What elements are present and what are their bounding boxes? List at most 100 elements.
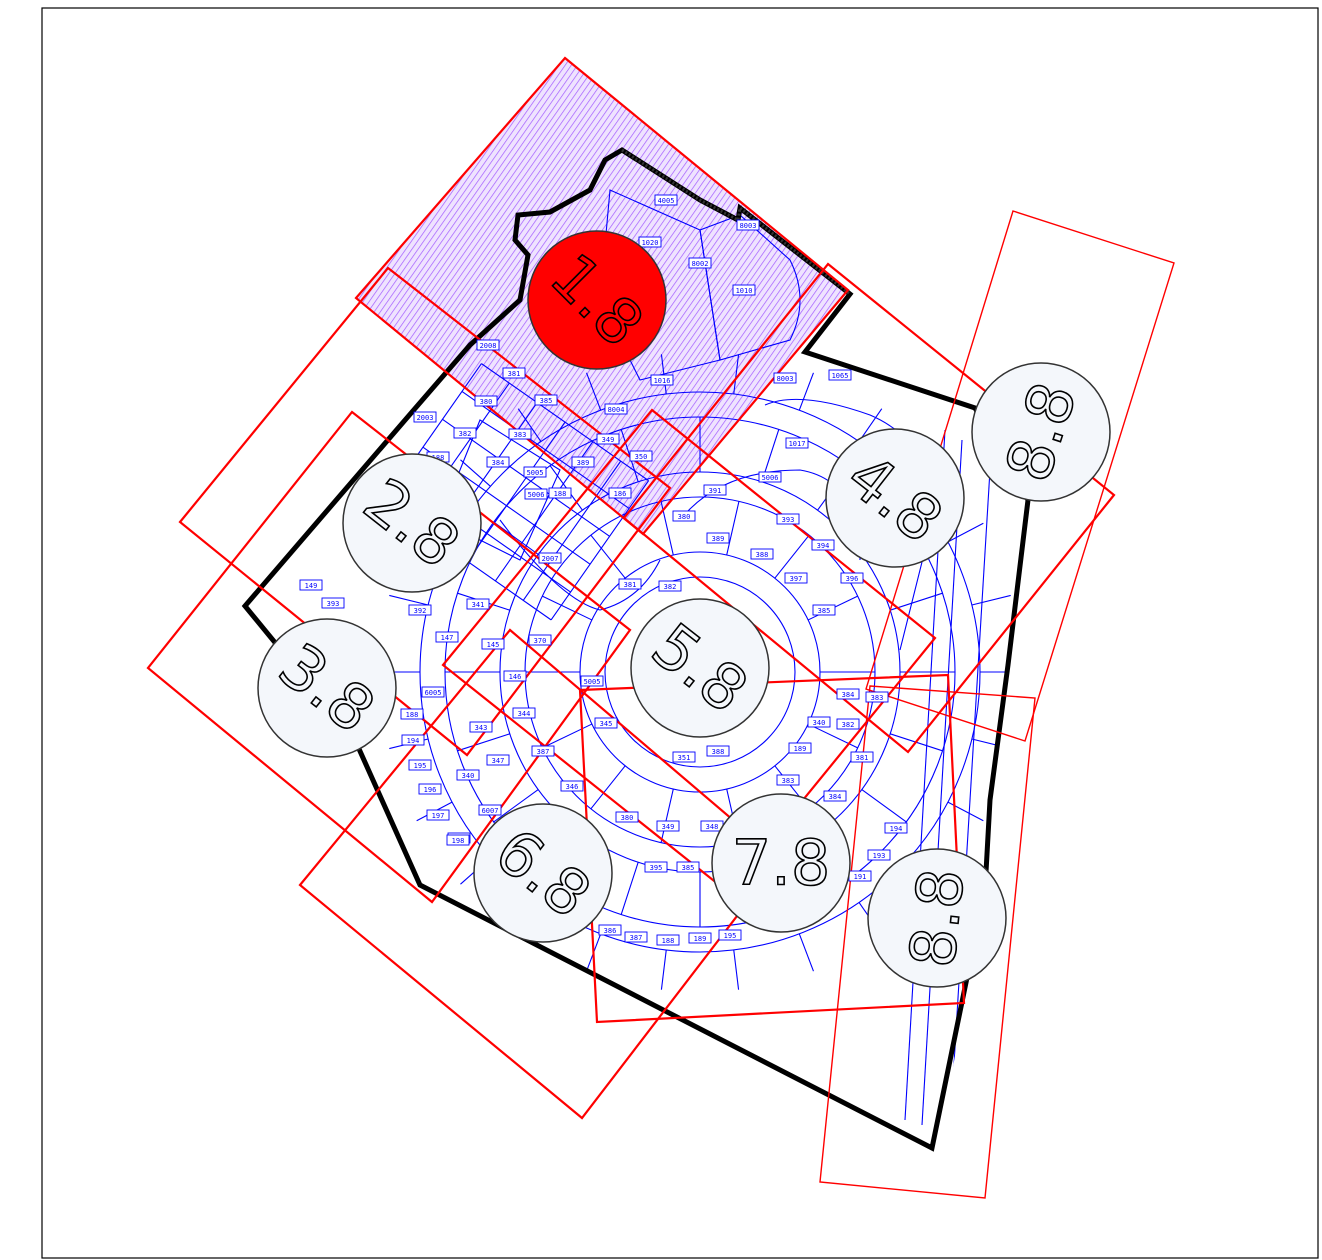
svg-text:346: 346 (566, 783, 579, 791)
svg-text:348: 348 (706, 823, 719, 831)
lot-label: 8004 (605, 404, 627, 414)
lot-label: 382 (659, 581, 681, 591)
lot-label: 387 (532, 746, 554, 756)
lot-label: 385 (813, 605, 835, 615)
lot-label: 386 (599, 925, 621, 935)
svg-text:395: 395 (650, 864, 663, 872)
svg-text:344: 344 (518, 710, 531, 718)
lot-label: 341 (467, 599, 489, 609)
lot-label: 4005 (655, 195, 677, 205)
lot-label: 8003 (774, 373, 796, 383)
svg-text:194: 194 (407, 737, 420, 745)
svg-text:197: 197 (432, 812, 445, 820)
lot-label: 380 (475, 396, 497, 406)
svg-text:149: 149 (305, 582, 318, 590)
svg-text:384: 384 (842, 691, 855, 699)
lot-label: 5006 (525, 489, 547, 499)
svg-text:381: 381 (624, 581, 637, 589)
lot-label: 385 (535, 395, 557, 405)
lot-label: 349 (657, 821, 679, 831)
lot-label: 350 (630, 451, 652, 461)
svg-text:189: 189 (694, 935, 707, 943)
svg-text:384: 384 (829, 793, 842, 801)
lot-label: 351 (673, 752, 695, 762)
lot-label: 340 (457, 770, 479, 780)
svg-text:397: 397 (790, 575, 803, 583)
svg-text:382: 382 (459, 430, 472, 438)
svg-text:387: 387 (630, 934, 643, 942)
svg-text:382: 382 (842, 721, 855, 729)
svg-text:146: 146 (509, 673, 522, 681)
svg-text:381: 381 (856, 754, 869, 762)
svg-text:194: 194 (890, 825, 903, 833)
lot-label: 344 (513, 708, 535, 718)
svg-text:383: 383 (514, 431, 527, 439)
svg-text:349: 349 (662, 823, 675, 831)
svg-text:341: 341 (472, 601, 485, 609)
lot-label: 389 (707, 533, 729, 543)
sheet-bubble-2[interactable]: 2.8 (343, 454, 481, 592)
svg-text:189: 189 (794, 745, 807, 753)
lot-label: 1020 (639, 237, 661, 247)
svg-text:388: 388 (712, 748, 725, 756)
svg-text:195: 195 (724, 932, 737, 940)
sheet-bubble-8b[interactable]: 8.8 (868, 849, 1006, 987)
sheet-bubble-4[interactable]: 4.8 (826, 429, 964, 567)
svg-text:8003: 8003 (777, 375, 794, 383)
lot-label: 188 (549, 488, 571, 498)
lot-label: 194 (885, 823, 907, 833)
svg-text:1020: 1020 (642, 239, 659, 247)
svg-text:350: 350 (635, 453, 648, 461)
lot-label: 384 (487, 457, 509, 467)
svg-text:343: 343 (475, 724, 488, 732)
lot-label: 189 (789, 743, 811, 753)
svg-text:385: 385 (682, 864, 695, 872)
lot-label: 397 (785, 573, 807, 583)
lot-label: 191 (849, 871, 871, 881)
lot-label: 389 (572, 457, 594, 467)
svg-text:385: 385 (818, 607, 831, 615)
lot-label: 346 (561, 781, 583, 791)
lot-label: 1017 (786, 438, 808, 448)
lot-label: 381 (619, 579, 641, 589)
lot-label: 1016 (651, 375, 673, 385)
lot-label: 392 (409, 605, 431, 615)
lot-label: 6005 (422, 687, 444, 697)
svg-text:347: 347 (492, 757, 505, 765)
lot-label: 149 (300, 580, 322, 590)
lot-label: 5005 (581, 676, 603, 686)
lot-label: 195 (719, 930, 741, 940)
svg-text:8003: 8003 (740, 222, 757, 230)
sheet-bubble-1[interactable]: 1.8 (528, 231, 666, 369)
lot-label: 147 (436, 632, 458, 642)
lot-label: 381 (503, 368, 525, 378)
svg-text:6005: 6005 (425, 689, 442, 697)
lot-label: 343 (470, 722, 492, 732)
svg-text:381: 381 (508, 370, 521, 378)
lot-label: 194 (402, 735, 424, 745)
lot-label: 380 (673, 511, 695, 521)
svg-text:396: 396 (846, 575, 859, 583)
sheet-bubble-3[interactable]: 3.8 (258, 619, 396, 757)
lot-label: 382 (454, 428, 476, 438)
lot-label: 189 (689, 933, 711, 943)
svg-text:380: 380 (678, 513, 691, 521)
svg-text:370: 370 (534, 637, 547, 645)
sheet-bubble-5[interactable]: 5.8 (631, 599, 769, 737)
sheet-bubble-8a[interactable]: 8.8 (972, 363, 1110, 501)
sheet-bubble-6[interactable]: 6.8 (474, 804, 612, 942)
svg-text:393: 393 (327, 600, 340, 608)
svg-text:193: 193 (873, 852, 886, 860)
svg-text:191: 191 (854, 873, 867, 881)
lot-label: 8003 (737, 220, 759, 230)
svg-text:383: 383 (871, 694, 884, 702)
lot-label: 388 (751, 549, 773, 559)
svg-text:389: 389 (577, 459, 590, 467)
svg-text:186: 186 (614, 490, 627, 498)
svg-text:1016: 1016 (654, 377, 671, 385)
lot-label: 383 (509, 429, 531, 439)
sheet-bubble-7[interactable]: 7.8 (712, 794, 850, 932)
lot-label: 395 (645, 862, 667, 872)
svg-text:380: 380 (480, 398, 493, 406)
